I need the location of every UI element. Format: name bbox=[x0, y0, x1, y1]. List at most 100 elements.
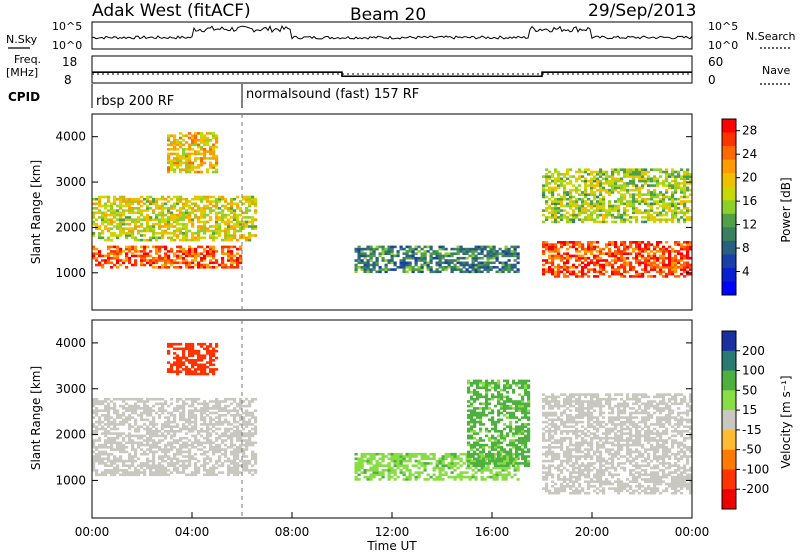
velocity-cell bbox=[515, 448, 519, 451]
velocity-cell bbox=[104, 473, 108, 477]
power-cell bbox=[665, 211, 669, 215]
power-cell bbox=[462, 247, 466, 251]
velocity-cell bbox=[506, 386, 510, 390]
power-cell bbox=[563, 195, 567, 199]
power-cell bbox=[441, 245, 445, 249]
power-cell bbox=[212, 225, 216, 228]
velocity-cell bbox=[218, 446, 222, 449]
power-cell bbox=[614, 250, 618, 253]
velocity-cell bbox=[467, 423, 471, 426]
power-cell bbox=[357, 254, 361, 258]
power-cell bbox=[566, 268, 570, 271]
velocity-cell bbox=[194, 418, 198, 422]
velocity-cell bbox=[203, 409, 207, 412]
velocity-cell bbox=[254, 427, 258, 431]
power-cell bbox=[677, 241, 681, 244]
velocity-cell bbox=[527, 423, 531, 426]
power-cell bbox=[647, 254, 651, 258]
power-cell bbox=[179, 247, 183, 251]
power-cell bbox=[551, 186, 555, 190]
power-cell bbox=[203, 247, 207, 251]
power-cell bbox=[194, 232, 198, 235]
power-cell bbox=[626, 188, 630, 192]
velocity-cell bbox=[524, 384, 528, 387]
power-cell bbox=[206, 143, 210, 147]
power-cell bbox=[650, 207, 654, 210]
power-cell bbox=[194, 141, 198, 144]
velocity-cell bbox=[233, 420, 237, 424]
power-cell bbox=[683, 182, 687, 185]
power-cell bbox=[161, 234, 165, 237]
velocity-cell bbox=[92, 446, 96, 449]
velocity-cell bbox=[369, 466, 373, 470]
power-cell bbox=[605, 173, 609, 176]
velocity-cell bbox=[488, 446, 492, 449]
power-cell bbox=[411, 266, 415, 269]
power-cell bbox=[125, 256, 129, 260]
power-cell bbox=[354, 270, 358, 274]
velocity-cell bbox=[107, 414, 111, 417]
velocity-cell bbox=[134, 427, 138, 431]
power-cell bbox=[227, 236, 231, 240]
power-cell bbox=[408, 256, 412, 260]
velocity-cell bbox=[485, 407, 489, 410]
power-cell bbox=[176, 200, 180, 203]
velocity-cell bbox=[167, 425, 171, 428]
power-cell bbox=[590, 250, 594, 253]
power-cell bbox=[617, 173, 621, 176]
velocity-cell bbox=[482, 395, 486, 399]
power-cell bbox=[542, 270, 546, 274]
power-cell bbox=[674, 175, 678, 178]
velocity-cell bbox=[381, 464, 385, 467]
power-cell bbox=[545, 243, 549, 246]
power-cell bbox=[647, 275, 651, 278]
velocity-cell bbox=[512, 441, 516, 445]
velocity-cell bbox=[227, 397, 231, 401]
power-cell bbox=[110, 256, 114, 260]
velocity-cell bbox=[212, 464, 216, 467]
power-cell bbox=[551, 272, 555, 276]
power-cell bbox=[566, 204, 570, 208]
velocity-cell bbox=[122, 464, 126, 467]
velocity-cell bbox=[206, 471, 210, 474]
power-cell bbox=[608, 254, 612, 258]
power-cell bbox=[173, 148, 177, 151]
power-cell bbox=[629, 241, 633, 244]
velocity-cell bbox=[194, 464, 198, 467]
velocity-cell bbox=[137, 425, 141, 428]
power-cell bbox=[194, 157, 198, 160]
velocity-cell bbox=[470, 416, 474, 419]
velocity-cell bbox=[98, 459, 102, 463]
velocity-cell bbox=[209, 439, 213, 442]
velocity-cell bbox=[420, 455, 424, 458]
power-cell bbox=[185, 170, 189, 174]
power-cell bbox=[671, 268, 675, 271]
power-cell bbox=[659, 168, 663, 171]
velocity-cell bbox=[515, 430, 519, 433]
power-cell bbox=[605, 261, 609, 265]
power-cell bbox=[161, 202, 165, 206]
velocity-cell bbox=[470, 455, 474, 458]
power-cell bbox=[167, 134, 171, 137]
velocity-cell bbox=[155, 473, 159, 477]
velocity-cell bbox=[140, 416, 144, 419]
power-cell bbox=[200, 132, 204, 135]
velocity-cell bbox=[149, 446, 153, 449]
power-cell bbox=[554, 202, 558, 206]
power-cell bbox=[611, 213, 615, 217]
velocity-cell bbox=[152, 439, 156, 442]
power-cell bbox=[197, 132, 201, 135]
power-cell bbox=[245, 195, 249, 199]
power-cell bbox=[572, 254, 576, 258]
power-cell bbox=[644, 211, 648, 215]
power-cell bbox=[137, 238, 141, 242]
velocity-cell bbox=[470, 411, 474, 415]
velocity-cell bbox=[521, 411, 525, 415]
power-cell bbox=[221, 250, 225, 253]
power-cell bbox=[360, 268, 364, 271]
power-cell bbox=[194, 134, 198, 137]
velocity-cell bbox=[215, 450, 219, 454]
power-cell bbox=[674, 182, 678, 185]
power-cell bbox=[563, 175, 567, 178]
power-cell bbox=[551, 188, 555, 192]
